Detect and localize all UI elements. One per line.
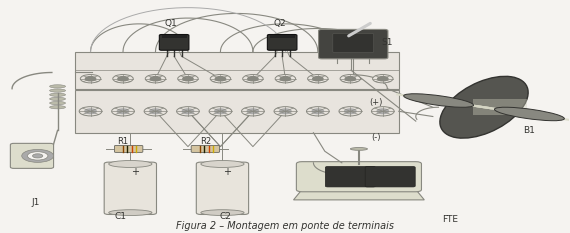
Circle shape	[209, 107, 232, 116]
Circle shape	[378, 77, 388, 81]
FancyBboxPatch shape	[196, 162, 249, 214]
Circle shape	[117, 109, 129, 114]
FancyBboxPatch shape	[319, 29, 388, 59]
Circle shape	[150, 77, 161, 81]
Ellipse shape	[50, 93, 66, 96]
Ellipse shape	[201, 161, 244, 168]
Ellipse shape	[50, 106, 66, 109]
Circle shape	[280, 77, 291, 81]
Ellipse shape	[50, 97, 66, 100]
Circle shape	[242, 107, 264, 116]
Circle shape	[345, 109, 356, 114]
Ellipse shape	[50, 89, 66, 92]
Ellipse shape	[440, 76, 528, 138]
Ellipse shape	[50, 85, 66, 88]
Circle shape	[377, 109, 389, 114]
FancyBboxPatch shape	[191, 145, 219, 152]
Circle shape	[79, 107, 102, 116]
FancyBboxPatch shape	[325, 167, 376, 187]
Polygon shape	[294, 189, 424, 200]
Circle shape	[32, 154, 43, 158]
Circle shape	[248, 77, 258, 81]
Text: Q2: Q2	[273, 19, 286, 28]
FancyBboxPatch shape	[270, 35, 295, 38]
Text: FTE: FTE	[442, 215, 458, 224]
Circle shape	[215, 109, 226, 114]
Circle shape	[243, 75, 263, 83]
Text: R2: R2	[200, 137, 211, 147]
FancyBboxPatch shape	[75, 90, 399, 133]
Circle shape	[182, 109, 194, 114]
Text: J1: J1	[32, 198, 40, 207]
Circle shape	[85, 109, 96, 114]
FancyBboxPatch shape	[115, 145, 143, 152]
Ellipse shape	[201, 210, 244, 216]
Circle shape	[373, 75, 393, 83]
Ellipse shape	[351, 147, 368, 150]
Circle shape	[280, 109, 291, 114]
Circle shape	[275, 75, 296, 83]
Circle shape	[145, 75, 166, 83]
Text: B1: B1	[524, 126, 535, 135]
Text: +: +	[223, 167, 231, 177]
Ellipse shape	[404, 94, 474, 107]
Circle shape	[313, 77, 323, 81]
Circle shape	[183, 77, 193, 81]
FancyBboxPatch shape	[104, 162, 157, 214]
Text: Q1: Q1	[165, 19, 178, 28]
Ellipse shape	[109, 161, 152, 168]
Circle shape	[274, 107, 297, 116]
Circle shape	[118, 77, 128, 81]
Circle shape	[312, 109, 324, 114]
FancyBboxPatch shape	[473, 99, 527, 115]
Text: C2: C2	[219, 212, 231, 221]
Circle shape	[80, 75, 101, 83]
FancyBboxPatch shape	[10, 143, 54, 168]
FancyBboxPatch shape	[160, 34, 189, 50]
FancyBboxPatch shape	[296, 162, 421, 192]
Text: Figura 2 – Montagem em ponte de terminais: Figura 2 – Montagem em ponte de terminai…	[176, 221, 394, 231]
Text: (-): (-)	[371, 133, 381, 142]
FancyBboxPatch shape	[75, 52, 399, 89]
Ellipse shape	[109, 210, 152, 216]
FancyBboxPatch shape	[365, 167, 415, 187]
Text: (+): (+)	[369, 98, 382, 107]
FancyBboxPatch shape	[267, 34, 297, 50]
Circle shape	[215, 77, 226, 81]
Circle shape	[372, 107, 394, 116]
Circle shape	[339, 107, 362, 116]
Circle shape	[86, 77, 96, 81]
FancyBboxPatch shape	[162, 35, 186, 38]
Circle shape	[308, 75, 328, 83]
Circle shape	[150, 109, 161, 114]
Circle shape	[144, 107, 167, 116]
Text: S1: S1	[381, 38, 393, 47]
Circle shape	[210, 75, 231, 83]
Ellipse shape	[495, 107, 564, 121]
Text: R1: R1	[117, 137, 128, 147]
Circle shape	[178, 75, 198, 83]
Text: C1: C1	[114, 212, 126, 221]
Circle shape	[340, 75, 361, 83]
Circle shape	[27, 152, 48, 160]
Circle shape	[113, 75, 133, 83]
Circle shape	[247, 109, 259, 114]
Circle shape	[177, 107, 199, 116]
Text: +: +	[131, 167, 139, 177]
Circle shape	[112, 107, 135, 116]
FancyBboxPatch shape	[333, 33, 374, 53]
Circle shape	[345, 77, 356, 81]
Circle shape	[22, 149, 54, 162]
Ellipse shape	[50, 101, 66, 105]
Circle shape	[307, 107, 329, 116]
